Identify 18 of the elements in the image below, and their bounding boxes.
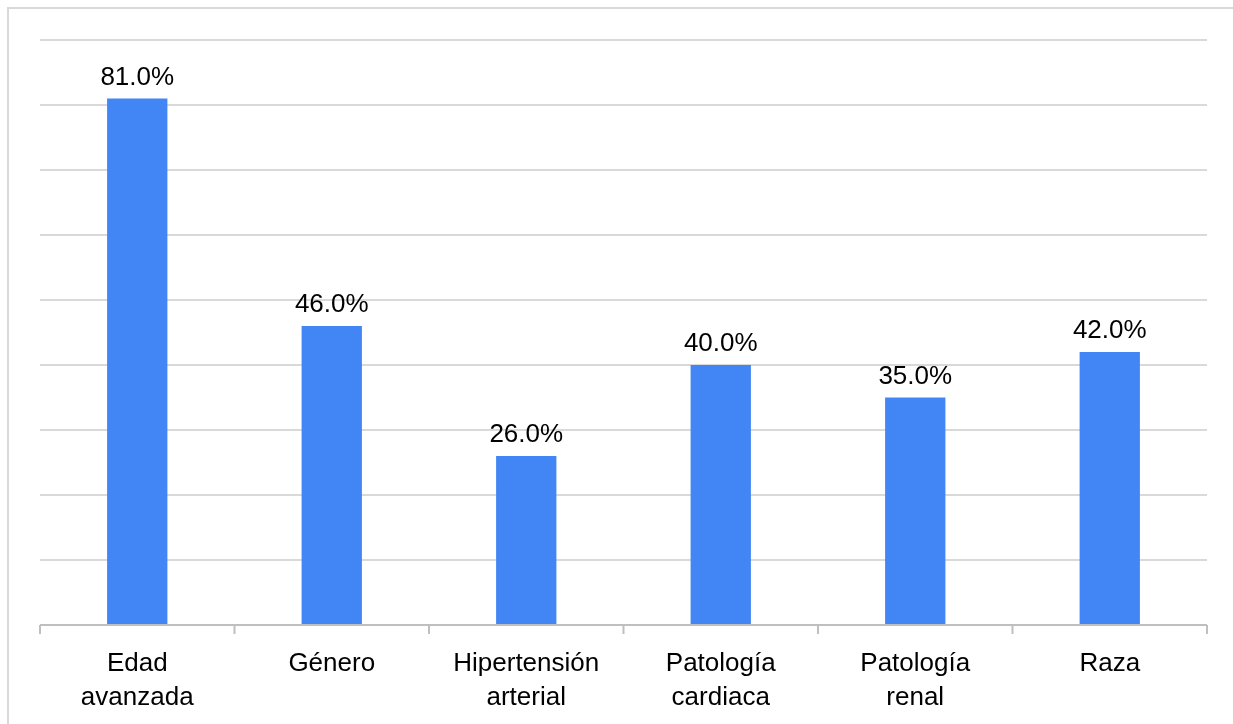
- x-tick-label: Patología cardiaca: [665, 647, 777, 711]
- data-label: 42.0%: [1072, 314, 1147, 344]
- x-tick-label: Edad avanzada: [80, 647, 195, 711]
- bar: [690, 365, 751, 625]
- bar: [301, 326, 362, 625]
- data-label: 35.0%: [878, 359, 953, 390]
- x-tick-label: Raza: [1079, 647, 1141, 677]
- x-tick-label: Patología renal: [860, 647, 971, 711]
- data-label: 46.0%: [294, 288, 369, 318]
- data-label: 40.0%: [683, 327, 758, 357]
- data-label: 81.0%: [100, 60, 175, 91]
- data-label: 26.0%: [489, 418, 564, 448]
- bar: [885, 397, 946, 625]
- bar: [107, 98, 168, 625]
- x-tick-label: Género: [288, 647, 376, 677]
- bar: [1079, 352, 1140, 625]
- bar: [496, 456, 557, 625]
- x-tick-label: Hipertensión arterial: [453, 647, 600, 711]
